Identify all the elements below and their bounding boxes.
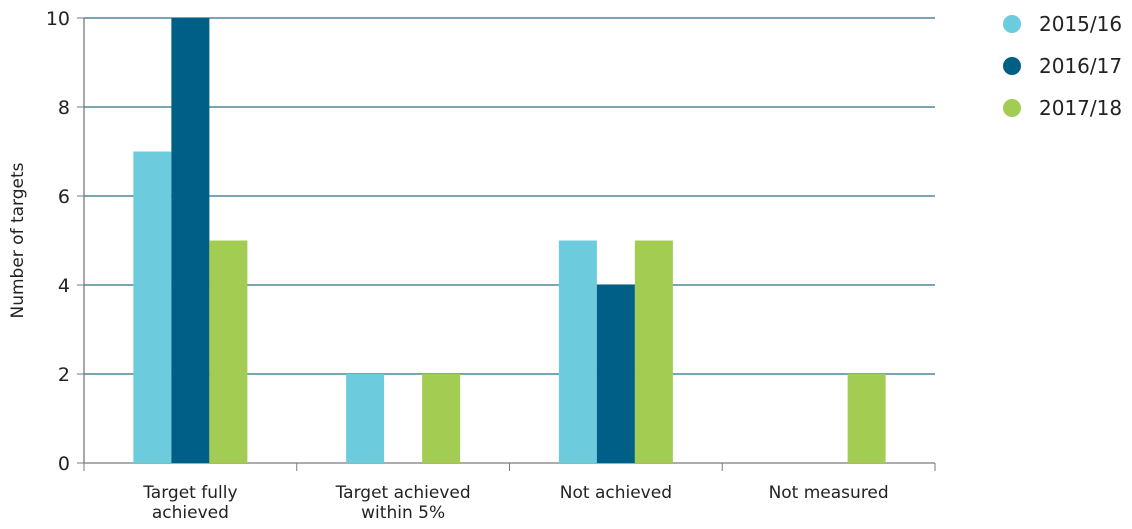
y-tick-label: 4 <box>58 275 70 297</box>
legend-swatch-2017-18 <box>1003 98 1021 117</box>
bar-2017-18-3 <box>847 374 886 463</box>
legend-item-2015-16: 2015/16 <box>1003 10 1122 37</box>
y-tick-label: 8 <box>58 97 70 119</box>
bar-2015-16-0 <box>133 151 172 463</box>
bar-2015-16-2 <box>558 240 597 463</box>
y-tick-label: 10 <box>46 8 70 30</box>
y-tick-label: 0 <box>58 453 70 475</box>
legend-label-2017-18: 2017/18 <box>1039 95 1123 120</box>
x-tick-label: Not achieved <box>560 483 672 503</box>
y-tick-label: 2 <box>58 364 70 386</box>
legend-item-2017-18: 2017/18 <box>1003 94 1122 121</box>
bar-2016-17-0 <box>171 18 210 463</box>
legend-item-2016-17: 2016/17 <box>1003 52 1122 79</box>
y-tick-label: 6 <box>58 186 70 208</box>
legend-swatch-2016-17 <box>1003 56 1021 75</box>
bar-2017-18-1 <box>422 374 461 463</box>
legend: 2015/16 2016/17 2017/18 <box>1003 10 1122 136</box>
bar-2016-17-2 <box>596 285 635 463</box>
x-tick-label: Not measured <box>769 483 889 503</box>
bar-2017-18-0 <box>209 240 248 463</box>
legend-label-2016-17: 2016/17 <box>1039 53 1123 78</box>
legend-swatch-2015-16 <box>1003 14 1021 33</box>
bar-2017-18-2 <box>634 240 673 463</box>
y-axis-label: Number of targets <box>8 162 28 318</box>
bar-2015-16-1 <box>346 374 385 463</box>
x-tick-label: Target achieved within 5% <box>335 483 471 523</box>
x-tick-label: Target fully achieved <box>142 483 237 523</box>
legend-label-2015-16: 2015/16 <box>1039 11 1123 36</box>
